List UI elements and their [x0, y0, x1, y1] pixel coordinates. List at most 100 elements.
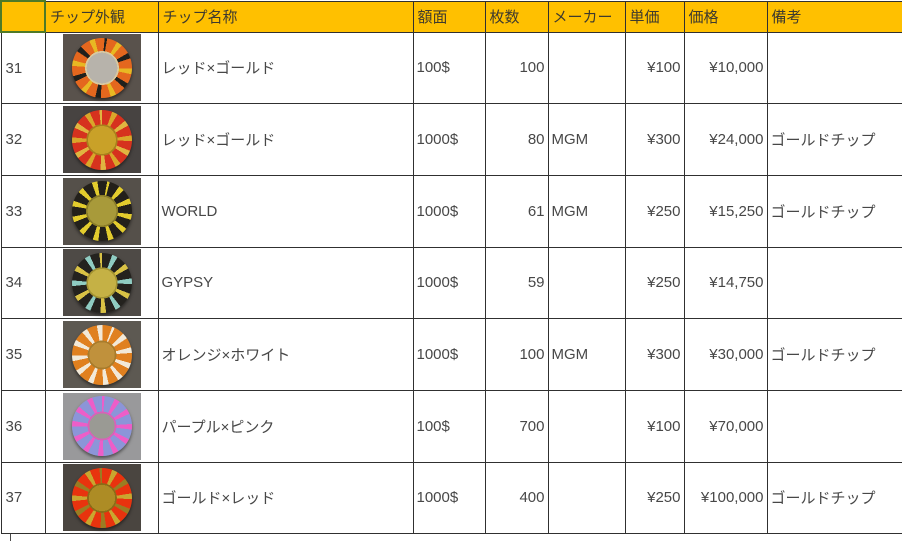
count-cell[interactable]: 100: [484, 31, 549, 105]
unit-price-cell[interactable]: ¥100: [624, 389, 685, 463]
unit-price-cell[interactable]: ¥300: [624, 103, 685, 176]
unit-price-cell[interactable]: ¥100: [624, 31, 685, 105]
chip-appearance-cell[interactable]: [44, 31, 159, 105]
col-header-face-value[interactable]: 額面: [412, 0, 486, 33]
maker-cell[interactable]: [547, 461, 626, 535]
header-row: チップ外観 チップ名称 額面 枚数 メーカー 単価 価格 備考: [0, 0, 902, 33]
row-number-cell[interactable]: 31: [0, 31, 46, 105]
maker-cell[interactable]: [547, 31, 626, 105]
face-value-cell[interactable]: 1000$: [412, 461, 486, 535]
table-header: チップ外観 チップ名称 額面 枚数 メーカー 単価 価格 備考: [0, 0, 902, 33]
count-cell[interactable]: 80: [484, 103, 549, 176]
chip-image: [71, 467, 132, 528]
chip-appearance-cell[interactable]: [44, 174, 159, 248]
unit-price-cell[interactable]: ¥300: [624, 318, 685, 391]
unit-price-cell[interactable]: ¥250: [624, 174, 685, 248]
maker-cell[interactable]: MGM: [547, 103, 626, 176]
count-cell[interactable]: 100: [484, 318, 549, 391]
table-row: 32 レッド×ゴールド 1000$ 80 MGM ¥300 ¥24,000 ゴー…: [0, 103, 902, 176]
chip-photo: [62, 464, 141, 532]
chip-appearance-cell[interactable]: [44, 246, 159, 320]
chip-image: [71, 181, 132, 242]
next-row-partial: [0, 534, 902, 541]
chip-name-cell[interactable]: パープル×ピンク: [157, 389, 414, 463]
table-row: 33 WORLD 1000$ 61 MGM ¥250 ¥15,250 ゴールドチ…: [0, 174, 902, 248]
col-header-price[interactable]: 価格: [683, 0, 768, 33]
col-header-count[interactable]: 枚数: [484, 0, 549, 33]
face-value-cell[interactable]: 1000$: [412, 174, 486, 248]
chip-name-cell[interactable]: ゴールド×レッド: [157, 461, 414, 535]
table-row: 31 レッド×ゴールド 100$ 100 ¥100 ¥10,000: [0, 31, 902, 105]
chip-photo: [62, 34, 141, 102]
chip-image: [71, 396, 132, 457]
price-cell[interactable]: ¥24,000: [683, 103, 768, 176]
row-number-cell[interactable]: 34: [0, 246, 46, 320]
chip-name-cell[interactable]: オレンジ×ホワイト: [157, 318, 414, 391]
face-value-cell[interactable]: 100$: [412, 31, 486, 105]
chip-appearance-cell[interactable]: [44, 389, 159, 463]
price-cell[interactable]: ¥70,000: [683, 389, 768, 463]
note-cell[interactable]: [766, 246, 902, 320]
chip-image: [71, 252, 132, 313]
table-body: 31 レッド×ゴールド 100$ 100 ¥100 ¥10,000 32 レッド…: [0, 31, 902, 535]
chip-photo: [62, 321, 141, 389]
next-row-gridline: [10, 534, 11, 541]
table-row: 37 ゴールド×レッド 1000$ 400 ¥250 ¥100,000 ゴールド…: [0, 461, 902, 535]
price-cell[interactable]: ¥100,000: [683, 461, 768, 535]
table-row: 36 パープル×ピンク 100$ 700 ¥100 ¥70,000: [0, 389, 902, 463]
col-header-name[interactable]: チップ名称: [157, 0, 414, 33]
row-number-cell[interactable]: 35: [0, 318, 46, 391]
count-cell[interactable]: 61: [484, 174, 549, 248]
maker-cell[interactable]: MGM: [547, 174, 626, 248]
table-row: 35 オレンジ×ホワイト 1000$ 100 MGM ¥300 ¥30,000 …: [0, 318, 902, 391]
chip-appearance-cell[interactable]: [44, 103, 159, 176]
chip-image: [71, 109, 132, 170]
note-cell[interactable]: ゴールドチップ: [766, 103, 902, 176]
chip-photo: [62, 177, 141, 245]
chip-image: [71, 324, 132, 385]
face-value-cell[interactable]: 1000$: [412, 103, 486, 176]
face-value-cell[interactable]: 100$: [412, 389, 486, 463]
row-number-cell[interactable]: 36: [0, 389, 46, 463]
count-cell[interactable]: 700: [484, 389, 549, 463]
row-number-cell[interactable]: 32: [0, 103, 46, 176]
col-header-maker[interactable]: メーカー: [547, 0, 626, 33]
maker-cell[interactable]: MGM: [547, 318, 626, 391]
table-row: 34 GYPSY 1000$ 59 ¥250 ¥14,750: [0, 246, 902, 320]
face-value-cell[interactable]: 1000$: [412, 318, 486, 391]
chip-appearance-cell[interactable]: [44, 318, 159, 391]
chip-photo: [62, 106, 141, 174]
maker-cell[interactable]: [547, 389, 626, 463]
chip-name-cell[interactable]: レッド×ゴールド: [157, 103, 414, 176]
face-value-cell[interactable]: 1000$: [412, 246, 486, 320]
selected-cell[interactable]: [0, 0, 46, 33]
col-header-unit-price[interactable]: 単価: [624, 0, 685, 33]
note-cell[interactable]: ゴールドチップ: [766, 174, 902, 248]
chip-appearance-cell[interactable]: [44, 461, 159, 535]
price-cell[interactable]: ¥10,000: [683, 31, 768, 105]
col-header-note[interactable]: 備考: [766, 0, 902, 33]
maker-cell[interactable]: [547, 246, 626, 320]
price-cell[interactable]: ¥15,250: [683, 174, 768, 248]
note-cell[interactable]: [766, 389, 902, 463]
chip-image: [71, 37, 132, 98]
chip-photo: [62, 392, 141, 460]
col-header-appearance[interactable]: チップ外観: [44, 0, 159, 33]
price-cell[interactable]: ¥14,750: [683, 246, 768, 320]
row-number-cell[interactable]: 37: [0, 461, 46, 535]
note-cell[interactable]: [766, 31, 902, 105]
price-cell[interactable]: ¥30,000: [683, 318, 768, 391]
chip-photo: [62, 249, 141, 317]
chip-name-cell[interactable]: レッド×ゴールド: [157, 31, 414, 105]
chip-name-cell[interactable]: WORLD: [157, 174, 414, 248]
chip-name-cell[interactable]: GYPSY: [157, 246, 414, 320]
count-cell[interactable]: 59: [484, 246, 549, 320]
unit-price-cell[interactable]: ¥250: [624, 461, 685, 535]
note-cell[interactable]: ゴールドチップ: [766, 318, 902, 391]
count-cell[interactable]: 400: [484, 461, 549, 535]
unit-price-cell[interactable]: ¥250: [624, 246, 685, 320]
note-cell[interactable]: ゴールドチップ: [766, 461, 902, 535]
row-number-cell[interactable]: 33: [0, 174, 46, 248]
